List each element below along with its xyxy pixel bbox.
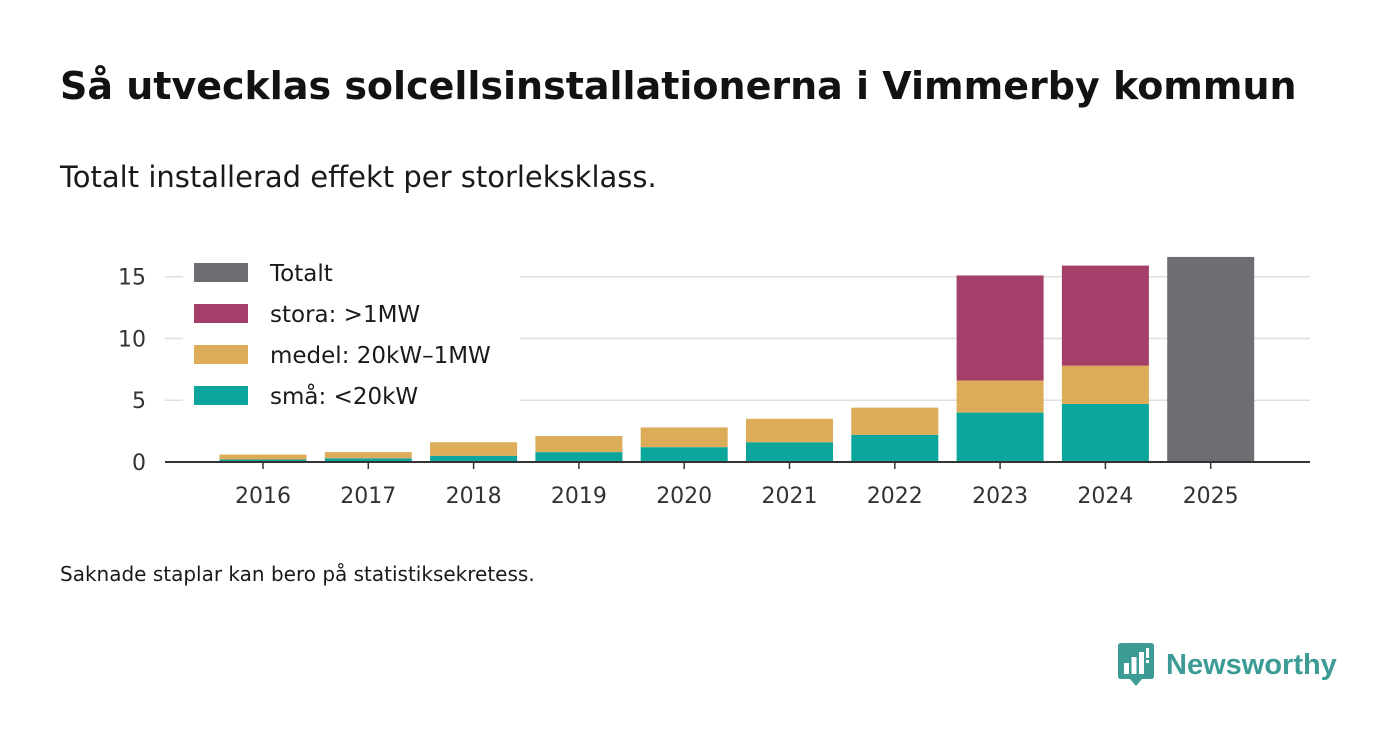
bar-small-2024	[1061, 403, 1149, 462]
legend-label-medium: medel: 20kW–1MW	[270, 343, 491, 369]
x-tick-label-2016: 2016	[235, 484, 291, 509]
newsworthy-logo[interactable]: Newsworthy	[1118, 642, 1337, 688]
bar-small-2023	[956, 412, 1044, 462]
chart-subtitle: Totalt installerad effekt per storlekskl…	[60, 160, 657, 194]
bar-medium-2019	[535, 436, 623, 453]
bar-medium-2017	[324, 452, 412, 459]
bars	[219, 256, 1255, 462]
legend-label-small: små: <20kW	[270, 382, 418, 410]
bar-chart-bubble-icon	[1118, 643, 1154, 686]
bar-medium-2018	[430, 442, 518, 456]
bar-medium-2022	[851, 407, 939, 435]
x-tick-label-2017: 2017	[340, 484, 396, 509]
x-tick-label-2022: 2022	[867, 484, 923, 509]
bar-medium-2020	[640, 427, 728, 448]
x-tick-label-2021: 2021	[762, 484, 818, 509]
legend-swatch-small	[194, 386, 248, 405]
y-tick-label-0: 0	[132, 451, 146, 476]
y-tick-label-15: 15	[118, 266, 146, 291]
x-tick-label-2019: 2019	[551, 484, 607, 509]
bar-total-2025	[1167, 256, 1255, 462]
y-tick-label-5: 5	[132, 389, 146, 414]
bar-medium-2021	[746, 418, 833, 443]
x-tick-label-2023: 2023	[972, 484, 1028, 509]
bar-medium-2024	[1061, 365, 1149, 404]
bar-small-2021	[746, 442, 833, 462]
bar-small-2017	[324, 458, 412, 462]
x-tick-label-2025: 2025	[1183, 484, 1239, 509]
bar-small-2020	[640, 447, 728, 462]
legend-label-total: Totalt	[269, 261, 333, 287]
bar-large-2024	[1061, 265, 1149, 366]
x-tick-label-2018: 2018	[446, 484, 502, 509]
axes: 0 5 10 15 2016 2017 2018 2019 2020 2021 2022 2023 20…	[118, 266, 1310, 509]
bar-chart: 0 5 10 15 2016 2017 2018 2019 2020 2021 2022 2023 20…	[118, 256, 1310, 509]
legend: Totalt stora: >1MW medel: 20kW–1MW små: <20…	[183, 256, 520, 412]
legend-swatch-large	[194, 304, 248, 323]
brand-name: Newsworthy	[1166, 648, 1337, 681]
bar-medium-2016	[219, 454, 307, 460]
bar-small-2016	[219, 459, 307, 462]
legend-label-large: stora: >1MW	[270, 302, 420, 328]
bar-large-2023	[956, 275, 1044, 381]
bar-medium-2023	[956, 380, 1044, 413]
legend-swatch-medium	[194, 345, 248, 364]
bar-small-2019	[535, 452, 623, 462]
bar-small-2018	[430, 455, 518, 462]
bar-small-2022	[851, 434, 939, 462]
footnote: Saknade staplar kan bero på statistiksek…	[60, 562, 535, 586]
legend-swatch-total	[194, 263, 248, 282]
y-tick-label-10: 10	[118, 327, 146, 352]
x-tick-label-2020: 2020	[656, 484, 712, 509]
x-tick-label-2024: 2024	[1077, 484, 1133, 509]
chart-title: Så utvecklas solcellsinstallationerna i …	[60, 64, 1297, 108]
